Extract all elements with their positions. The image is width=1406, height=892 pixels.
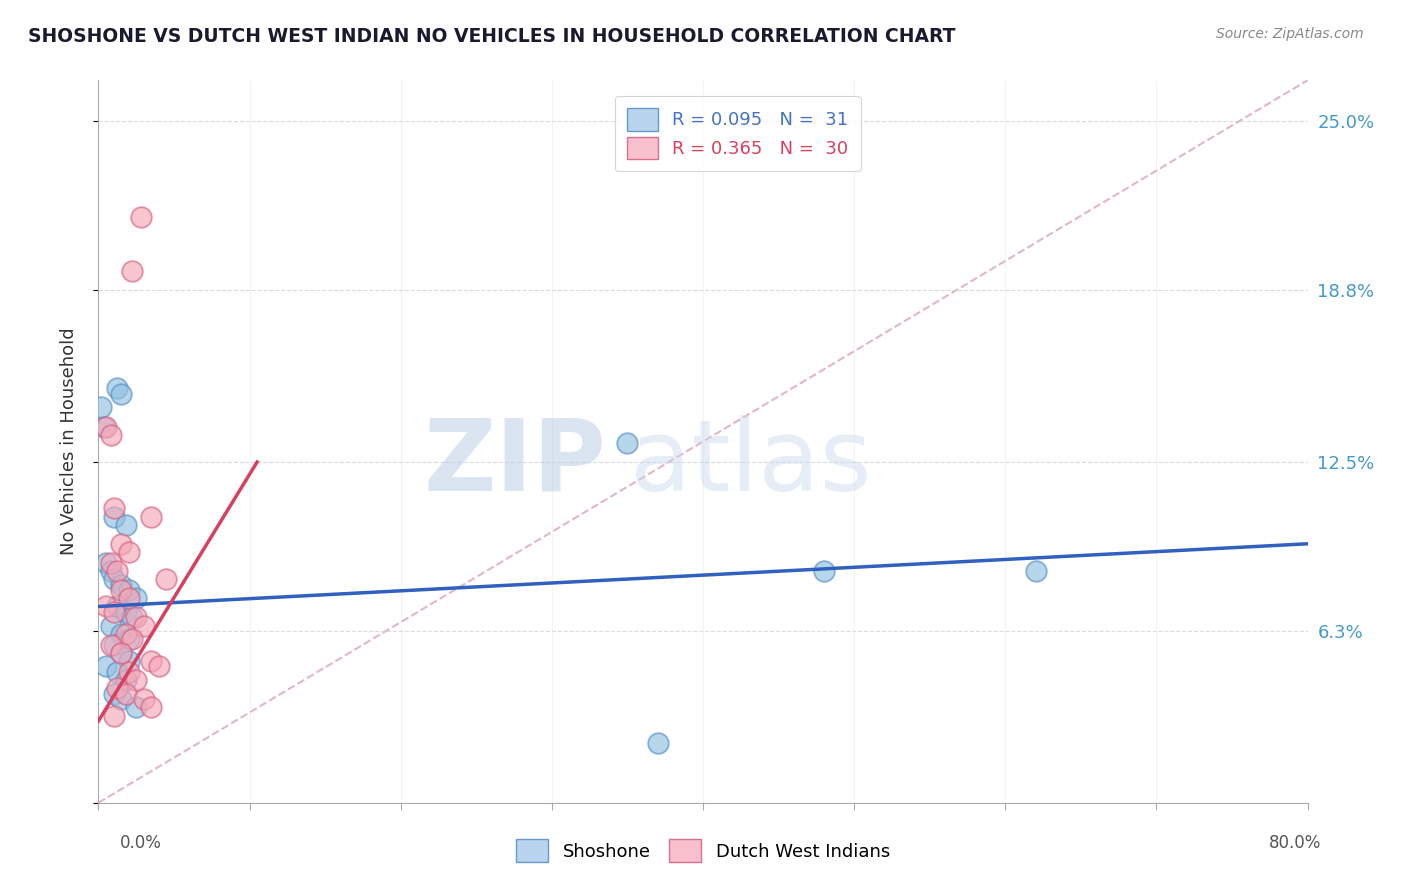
Point — [141, 700, 163, 714]
Point — [125, 673, 148, 687]
Point — [105, 381, 128, 395]
Point — [118, 545, 141, 559]
Point — [105, 564, 128, 578]
Point — [118, 665, 141, 679]
Point — [103, 572, 125, 586]
Point — [94, 659, 117, 673]
Point — [100, 564, 122, 578]
Point — [118, 654, 141, 668]
Text: Source: ZipAtlas.com: Source: ZipAtlas.com — [1216, 27, 1364, 41]
Point — [125, 591, 148, 606]
Point — [103, 509, 125, 524]
Point — [125, 700, 148, 714]
Point — [121, 264, 143, 278]
Text: ZIP: ZIP — [423, 415, 606, 512]
Point — [103, 605, 125, 619]
Point — [121, 632, 143, 647]
Legend: Shoshone, Dutch West Indians: Shoshone, Dutch West Indians — [509, 832, 897, 870]
Point — [103, 687, 125, 701]
Legend: R = 0.095   N =  31, R = 0.365   N =  30: R = 0.095 N = 31, R = 0.365 N = 30 — [614, 96, 860, 171]
Point — [114, 687, 136, 701]
Point — [141, 654, 163, 668]
Point — [103, 708, 125, 723]
Point — [114, 673, 136, 687]
Text: 0.0%: 0.0% — [120, 834, 162, 852]
Point — [118, 591, 141, 606]
Point — [110, 537, 132, 551]
Point — [616, 436, 638, 450]
Point — [155, 572, 177, 586]
Point — [105, 599, 128, 614]
Point — [110, 646, 132, 660]
Point — [110, 577, 132, 591]
Point — [114, 517, 136, 532]
Point — [94, 556, 117, 570]
Point — [94, 419, 117, 434]
Point — [110, 692, 132, 706]
Point — [105, 665, 128, 679]
Text: 80.0%: 80.0% — [1270, 834, 1322, 852]
Point — [114, 605, 136, 619]
Point — [141, 509, 163, 524]
Point — [110, 387, 132, 401]
Point — [118, 583, 141, 598]
Point — [103, 501, 125, 516]
Point — [110, 583, 132, 598]
Point — [100, 618, 122, 632]
Point — [114, 626, 136, 640]
Point — [118, 632, 141, 647]
Text: SHOSHONE VS DUTCH WEST INDIAN NO VEHICLES IN HOUSEHOLD CORRELATION CHART: SHOSHONE VS DUTCH WEST INDIAN NO VEHICLE… — [28, 27, 956, 45]
Text: atlas: atlas — [630, 415, 872, 512]
Point — [132, 692, 155, 706]
Point — [110, 626, 132, 640]
Point — [100, 427, 122, 442]
Point — [103, 638, 125, 652]
Point — [100, 638, 122, 652]
Point — [94, 599, 117, 614]
Point — [148, 659, 170, 673]
Point — [813, 564, 835, 578]
Point — [1024, 564, 1046, 578]
Point — [93, 419, 115, 434]
Point — [647, 736, 669, 750]
Point — [90, 401, 112, 415]
Point — [132, 618, 155, 632]
Point — [129, 210, 152, 224]
Point — [110, 646, 132, 660]
Point — [125, 610, 148, 624]
Y-axis label: No Vehicles in Household: No Vehicles in Household — [59, 327, 77, 556]
Point — [100, 556, 122, 570]
Point — [105, 681, 128, 696]
Point — [121, 610, 143, 624]
